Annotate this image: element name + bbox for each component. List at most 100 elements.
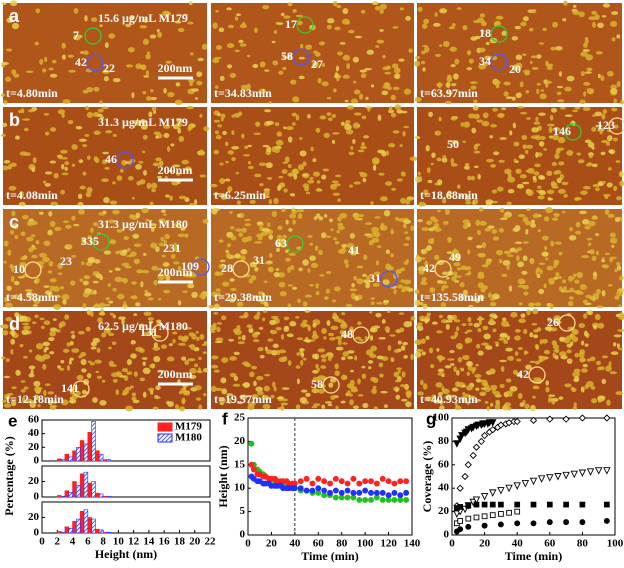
grain <box>399 144 403 147</box>
grain <box>249 371 255 378</box>
point <box>480 492 489 501</box>
y-tick-label: 80 <box>438 435 450 447</box>
grain <box>156 175 163 179</box>
grain <box>545 380 549 386</box>
grain <box>364 67 373 71</box>
x-axis-label: Time (min) <box>505 549 562 563</box>
grain <box>514 335 521 341</box>
grain <box>20 380 26 383</box>
grain <box>352 56 359 63</box>
grain <box>180 387 187 394</box>
grain <box>385 263 392 270</box>
grain <box>538 356 547 361</box>
grain <box>442 155 447 158</box>
grain <box>405 236 411 241</box>
grain <box>588 154 593 159</box>
grain <box>161 254 166 258</box>
grain <box>212 192 220 196</box>
grain <box>424 46 430 53</box>
grain <box>383 404 388 408</box>
grain <box>314 51 321 57</box>
grain <box>525 150 529 154</box>
grain <box>233 375 239 381</box>
grain <box>228 338 235 342</box>
grain <box>375 45 380 48</box>
grain <box>227 186 233 193</box>
grain <box>253 296 259 299</box>
grain <box>274 122 280 127</box>
grain <box>292 286 298 290</box>
grain <box>355 336 362 340</box>
grain <box>310 262 318 268</box>
grain <box>522 16 529 22</box>
bar <box>64 490 70 498</box>
grain <box>426 245 432 251</box>
grain <box>244 218 251 222</box>
grain <box>310 146 314 152</box>
grain <box>86 111 93 119</box>
grain <box>42 353 51 360</box>
grain <box>66 364 70 371</box>
grain <box>255 121 261 127</box>
grain <box>425 335 430 340</box>
grain <box>489 135 494 139</box>
grain <box>371 301 375 306</box>
grain <box>421 227 430 231</box>
grain <box>231 157 236 162</box>
grain <box>494 341 500 344</box>
grain <box>188 125 193 130</box>
grain <box>498 337 507 341</box>
grain <box>341 247 346 251</box>
grain <box>464 197 471 202</box>
point <box>403 489 410 496</box>
grain <box>164 233 170 240</box>
grain <box>257 291 264 295</box>
grain <box>178 195 187 200</box>
x-tick-label: 60 <box>313 538 325 550</box>
grain <box>511 66 520 71</box>
point <box>603 518 610 524</box>
grain <box>591 255 597 261</box>
grain <box>273 386 277 392</box>
grain <box>34 41 39 46</box>
grain <box>157 273 165 281</box>
grain <box>395 329 402 334</box>
grain <box>232 383 241 387</box>
grain <box>327 353 334 359</box>
grain <box>495 15 504 20</box>
grain <box>342 54 351 61</box>
grain <box>341 243 348 248</box>
grain <box>616 261 621 266</box>
feature-circle <box>490 53 508 71</box>
grain <box>400 345 406 351</box>
feature-label: 146 <box>553 124 571 138</box>
grain <box>330 395 336 400</box>
grain <box>203 341 208 344</box>
grain <box>532 175 537 181</box>
grain <box>569 296 574 300</box>
grain <box>596 305 604 309</box>
grain <box>515 160 519 164</box>
grain <box>506 335 510 341</box>
grain <box>142 361 146 366</box>
grain <box>474 298 481 304</box>
grain <box>492 328 497 333</box>
grain <box>71 348 80 353</box>
grain <box>226 231 234 238</box>
grain <box>214 56 222 60</box>
grain <box>241 133 245 139</box>
grain <box>225 160 229 164</box>
point <box>546 415 554 423</box>
feature-circle <box>380 270 398 288</box>
grain <box>213 312 219 315</box>
grain <box>445 320 453 323</box>
grain <box>383 210 391 217</box>
grain <box>372 158 380 164</box>
grain <box>593 325 598 330</box>
grain <box>356 214 365 218</box>
grain <box>177 233 186 238</box>
grain <box>491 189 498 194</box>
point <box>477 437 485 446</box>
grain <box>315 290 320 296</box>
grain <box>597 322 605 329</box>
